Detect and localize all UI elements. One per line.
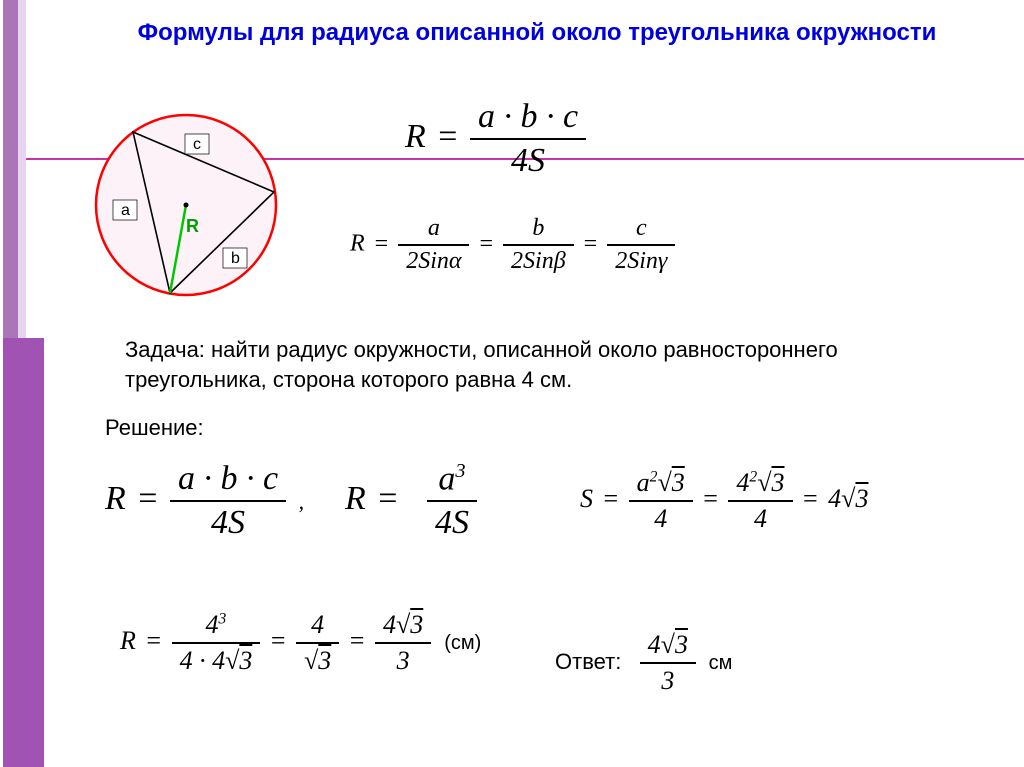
radius-calculation: R = 43 4 · 4√3 = 4 √3 = 4√3 3 (см) xyxy=(120,610,481,676)
decorative-sidebar xyxy=(0,0,44,767)
formula-law-of-sines: R = a2Sinα = b2Sinβ = c2Sinγ xyxy=(350,215,675,275)
answer-unit: см xyxy=(709,652,733,674)
problem-statement: Задача: найти радиус окружности, описанн… xyxy=(125,335,984,394)
sidebar-bottom xyxy=(3,338,44,767)
lhs: R xyxy=(350,231,365,257)
solution-formula-2: R = a3 4S xyxy=(345,460,477,542)
area-formula: S = a2√3 4 = 42√3 4 = 4√3 xyxy=(580,468,868,534)
denominator: 4S xyxy=(470,140,586,180)
circumscribed-triangle-diagram: a b c R a b c xyxy=(78,90,298,310)
svg-text:b: b xyxy=(231,250,240,267)
svg-text:a: a xyxy=(121,202,130,219)
answer-label: Ответ: xyxy=(555,649,621,674)
svg-text:c: c xyxy=(193,136,201,153)
numerator: a · b · c xyxy=(470,98,586,140)
lhs: R xyxy=(405,118,426,155)
answer-block: Ответ: 4√3 3 см xyxy=(555,630,732,696)
sidebar-top xyxy=(3,0,18,338)
formula-circumradius-area: R = a · b · c 4S xyxy=(405,98,586,180)
page-title: Формулы для радиуса описанной около треу… xyxy=(60,18,1014,48)
solution-label: Решение: xyxy=(105,415,204,441)
label-R: R xyxy=(186,216,199,236)
sidebar-top-thin xyxy=(18,0,26,338)
unit-label: (см) xyxy=(444,632,481,654)
solution-formula-1: R = a · b · c4S , xyxy=(105,460,308,542)
